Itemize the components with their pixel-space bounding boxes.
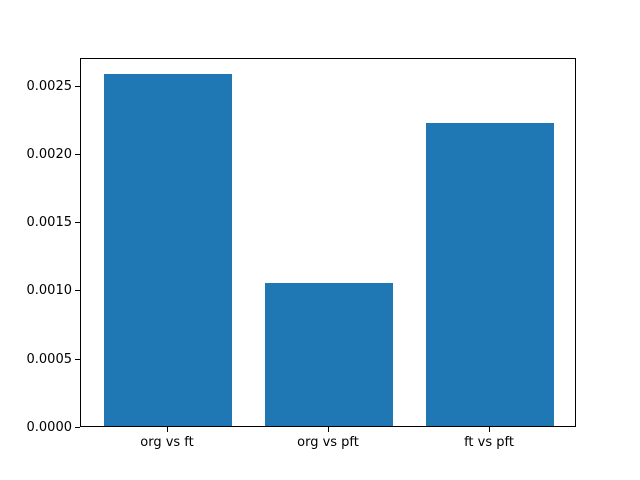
plot-area bbox=[80, 57, 576, 428]
y-tick-label: 0.0025 bbox=[26, 78, 73, 94]
y-tick-label: 0.0000 bbox=[26, 419, 73, 435]
y-tick-mark bbox=[75, 222, 80, 223]
y-tick-label: 0.0020 bbox=[26, 146, 73, 162]
bars-layer bbox=[81, 59, 575, 427]
bar-org-vs-pft bbox=[264, 282, 394, 427]
y-tick-mark bbox=[75, 426, 80, 428]
bar-org-vs-ft bbox=[103, 74, 233, 427]
x-tick-mark bbox=[327, 427, 329, 433]
x-tick-mark bbox=[488, 427, 490, 433]
y-tick-mark bbox=[75, 358, 80, 360]
x-tick-label-ft-vs-pft: ft vs pft bbox=[464, 435, 514, 451]
x-tick-mark bbox=[166, 427, 168, 433]
y-tick-label: 0.0010 bbox=[26, 283, 73, 299]
y-tick-mark bbox=[75, 153, 80, 155]
y-tick-label: 0.0005 bbox=[26, 351, 73, 367]
x-tick-label-org-vs-pft: org vs pft bbox=[297, 435, 359, 451]
bar-ft-vs-pft bbox=[425, 123, 555, 427]
y-tick-label: 0.0015 bbox=[26, 215, 73, 230]
y-tick-mark bbox=[75, 290, 80, 292]
x-tick-label-org-vs-ft: org vs ft bbox=[140, 435, 194, 451]
y-tick-mark bbox=[75, 85, 80, 87]
